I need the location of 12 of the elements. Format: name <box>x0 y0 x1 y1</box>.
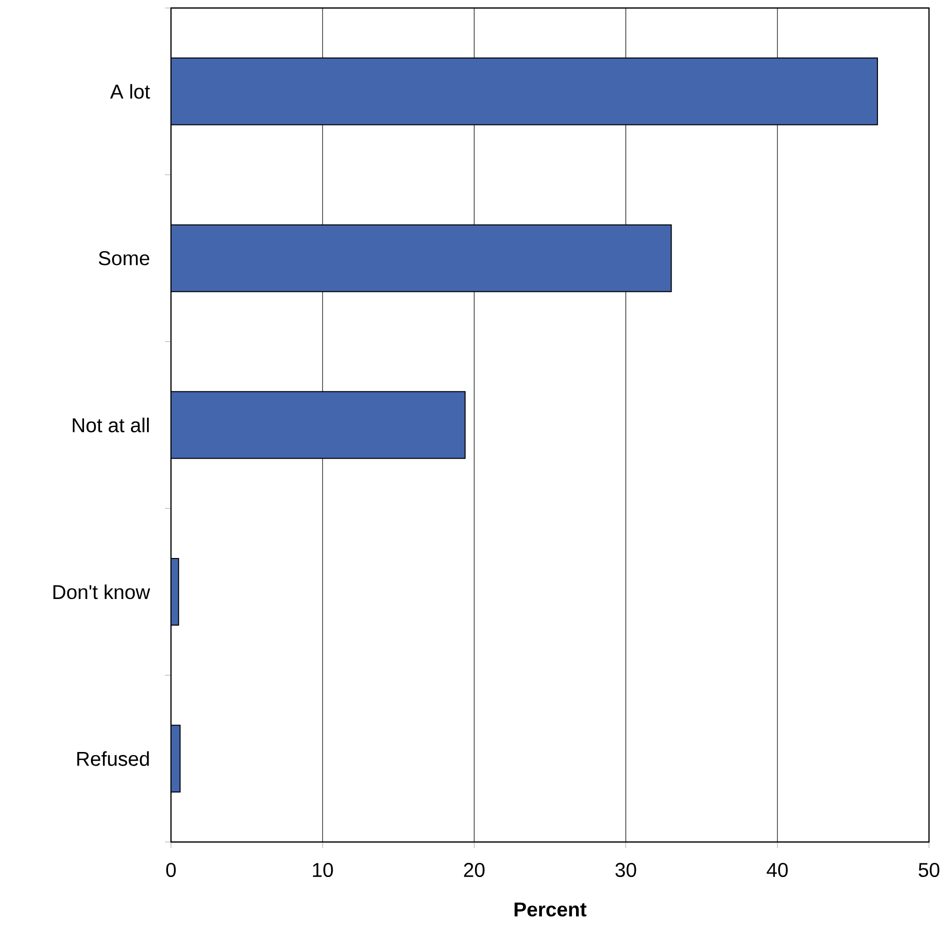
x-tick-label: 0 <box>166 862 176 878</box>
x-tick-label: 10 <box>313 862 334 878</box>
x-tick-label: 40 <box>766 862 788 878</box>
x-axis-title: Percent <box>514 902 587 917</box>
x-tick-label: 30 <box>616 862 636 878</box>
y-tick-label: Don't know <box>54 584 150 600</box>
y-tick-label: Refused <box>77 751 149 766</box>
x-tick-label: 50 <box>918 862 940 878</box>
y-tick-label: Some <box>98 251 150 266</box>
y-tick-label: A lot <box>110 84 150 99</box>
x-tick-label: 20 <box>464 862 485 878</box>
y-tick-label: Not at all <box>72 418 149 432</box>
